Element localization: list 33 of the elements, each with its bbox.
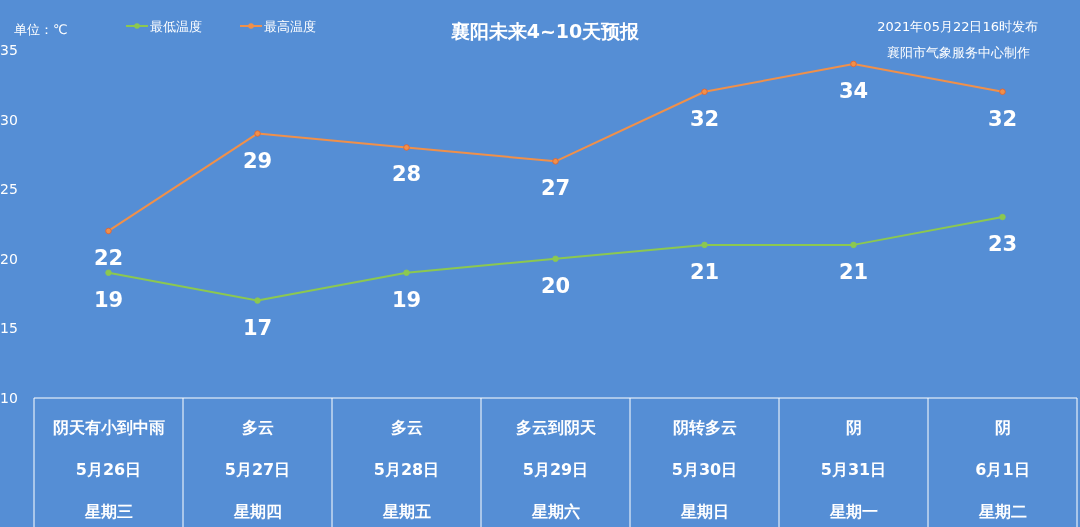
data-label: 23	[987, 232, 1018, 257]
data-label: 34	[838, 78, 869, 103]
category-label: 多云 5月28日星期五	[373, 418, 440, 521]
chart-title: 襄阳未来4~10天预报	[450, 20, 641, 42]
y-tick-label: 25	[0, 181, 18, 198]
legend-label: 最高温度	[264, 19, 316, 34]
y-tick-label: 35	[0, 42, 18, 58]
category-label: 阴转多云 5月30日星期日	[671, 418, 738, 521]
annotation: 襄阳市气象服务中心制作	[887, 45, 1030, 60]
text: 2021年05月22日16时发布	[877, 19, 1038, 34]
y-tick-label: 20	[0, 250, 18, 267]
category-label: 多云 5月27日星期四	[224, 418, 291, 521]
data-label: 19	[93, 287, 124, 312]
data-label: 32	[987, 106, 1018, 131]
data-label: 17	[242, 315, 273, 340]
text: 单位：℃	[14, 22, 68, 37]
data-label: 22	[93, 245, 124, 270]
data-label: 21	[838, 259, 869, 284]
category-label: 多云到阴天 5月29日星期六	[515, 418, 596, 521]
legend-label: 最低温度	[150, 19, 202, 34]
y-tick-label: 10	[0, 390, 18, 406]
y-tick-label: 30	[0, 111, 18, 128]
data-label: 29	[242, 148, 273, 173]
category-label: 阴天有小到中雨 5月26日星期三	[52, 418, 165, 521]
data-label: 28	[391, 162, 422, 187]
data-label: 21	[689, 259, 720, 284]
data-label: 20	[540, 273, 571, 298]
y-tick-label: 15	[0, 320, 18, 337]
category-label: 阴 5月31日星期一	[820, 418, 887, 521]
data-label: 32	[689, 106, 720, 131]
data-label: 27	[540, 176, 571, 201]
category-label: 阴 6月1日星期二	[975, 418, 1030, 521]
data-label: 19	[391, 287, 422, 312]
